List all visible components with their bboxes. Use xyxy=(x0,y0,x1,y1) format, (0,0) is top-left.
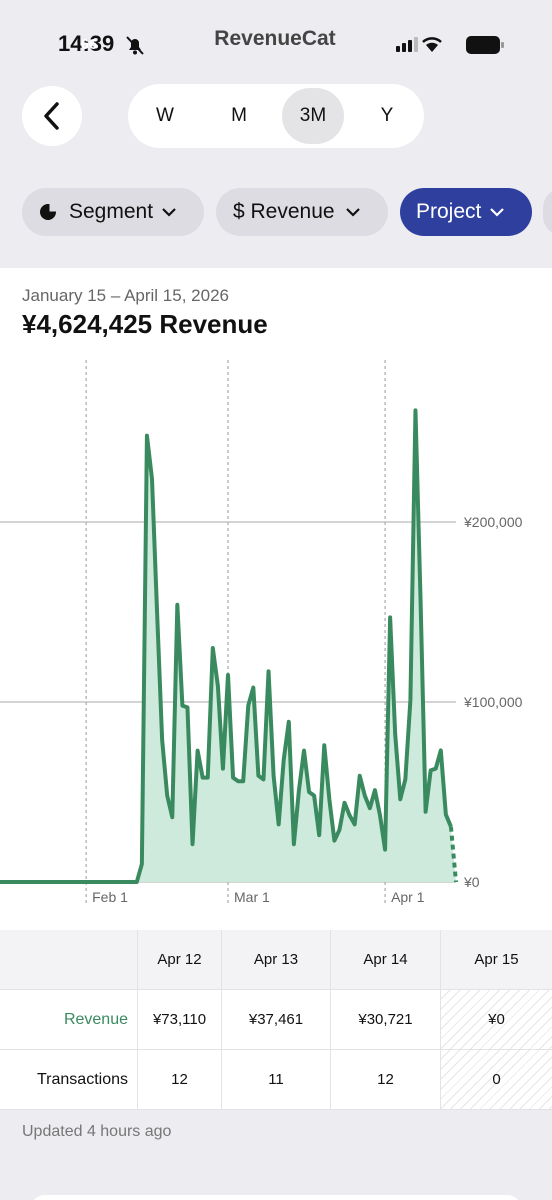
back-button[interactable] xyxy=(22,86,82,146)
table-cell: ¥73,110 xyxy=(138,990,222,1050)
period-option[interactable]: Y xyxy=(380,105,394,126)
filter-pill[interactable]: Segment xyxy=(22,188,204,236)
table-cell: 12 xyxy=(331,1050,441,1110)
table: Apr 12 Apr 13 Apr 14 Apr 15 Revenue ¥73,110 ¥3… xyxy=(0,930,552,1110)
total-revenue: ¥4,624,425 Revenue xyxy=(22,309,268,339)
period-option[interactable]: W xyxy=(156,105,174,126)
y-tick-label: ¥200,000 xyxy=(463,514,523,530)
y-tick-label: ¥0 xyxy=(463,874,480,890)
x-tick-label: Mar 1 xyxy=(234,889,270,905)
chevron xyxy=(490,208,505,217)
pie-icon xyxy=(40,203,58,220)
table-cell: 0 xyxy=(441,1050,552,1110)
bell-muted-icon xyxy=(126,36,144,55)
chevron xyxy=(162,208,176,217)
y-tick-label: ¥100,000 xyxy=(463,694,523,710)
date-range: January 15 – April 15, 2026 xyxy=(22,286,229,305)
period-option[interactable]: M xyxy=(231,105,247,126)
chart: Feb 1 Mar 1 Apr 1 ¥0 ¥100,000 ¥200,000 xyxy=(0,360,523,906)
filter-label: Segment xyxy=(69,200,154,223)
status-icons xyxy=(396,36,504,54)
x-tick-label: Feb 1 xyxy=(92,889,128,905)
filter-pill[interactable]: $ Revenue xyxy=(216,188,388,236)
table-column-header: Apr 13 xyxy=(222,930,331,990)
filter-pill-active[interactable]: Project xyxy=(400,188,532,236)
bottom-sheet xyxy=(30,1195,522,1200)
row-label: Transactions xyxy=(0,1050,138,1110)
table-column-header xyxy=(0,930,138,990)
table-header xyxy=(0,930,552,990)
battery-level: 66 xyxy=(80,36,98,53)
period-option[interactable]: 3M xyxy=(282,88,344,144)
table-column-header: Apr 15 xyxy=(441,930,552,990)
table-cell: 12 xyxy=(138,1050,222,1110)
table-cell: ¥0 xyxy=(441,990,552,1050)
filter-pill[interactable] xyxy=(543,188,552,236)
clock: 14:39 xyxy=(58,31,115,56)
app-logo: RevenueCat xyxy=(214,27,336,50)
projected-line xyxy=(448,826,458,883)
filter-label: $ Revenue xyxy=(233,200,335,223)
back-icon xyxy=(44,102,59,130)
row-label: Revenue xyxy=(0,990,138,1050)
table-cell: 11 xyxy=(222,1050,331,1110)
table-column-header: Apr 12 xyxy=(138,930,222,990)
table-cell: ¥37,461 xyxy=(222,990,331,1050)
table-cell: ¥30,721 xyxy=(331,990,441,1050)
chevron xyxy=(345,208,360,217)
revenue-line xyxy=(0,408,453,884)
footer-note: Updated 4 hours ago xyxy=(22,1123,172,1140)
filter-label: Project xyxy=(416,200,482,223)
period-selector xyxy=(128,84,424,148)
table-column-header: Apr 14 xyxy=(331,930,441,990)
x-tick-label: Apr 1 xyxy=(391,889,425,905)
area-fill xyxy=(0,410,456,882)
